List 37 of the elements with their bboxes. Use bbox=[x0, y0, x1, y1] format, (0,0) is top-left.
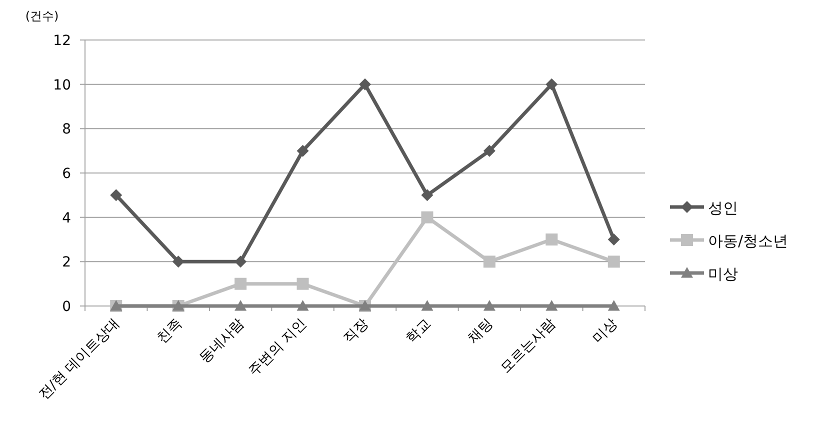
y-tick-label: 10 bbox=[53, 77, 71, 94]
y-tick-label: 2 bbox=[62, 254, 71, 271]
y-tick-label: 4 bbox=[62, 210, 72, 226]
point bbox=[546, 78, 558, 90]
point bbox=[296, 278, 309, 290]
point bbox=[296, 144, 309, 157]
point bbox=[421, 300, 434, 311]
point bbox=[608, 300, 620, 311]
x-tick-label: 학교 bbox=[402, 316, 434, 347]
point bbox=[546, 234, 558, 246]
point bbox=[359, 78, 371, 90]
point bbox=[421, 211, 434, 224]
point bbox=[421, 189, 434, 202]
y-tick-label: 12 bbox=[53, 33, 71, 49]
legend-label: 성인 bbox=[708, 199, 738, 217]
point bbox=[483, 256, 496, 268]
x-tick-label: 친족 bbox=[154, 316, 186, 347]
x-tick-label: 직장 bbox=[340, 316, 372, 347]
point bbox=[483, 300, 496, 311]
point bbox=[608, 256, 620, 268]
point bbox=[110, 189, 122, 202]
x-tick-label: 미상 bbox=[590, 316, 621, 347]
y-axis-title: (건수) bbox=[25, 9, 59, 23]
y-tick-label: 0 bbox=[62, 299, 71, 315]
legend-label: 미상 bbox=[708, 265, 738, 283]
point bbox=[234, 256, 247, 268]
point bbox=[172, 256, 184, 268]
point bbox=[296, 300, 309, 311]
point bbox=[234, 300, 247, 311]
y-tick-label: 8 bbox=[62, 122, 71, 138]
point bbox=[608, 234, 620, 246]
legend-label: 아동/청소년 bbox=[708, 232, 788, 250]
y-tick-label: 6 bbox=[62, 166, 72, 182]
x-tick-label: 채팅 bbox=[465, 316, 496, 347]
point bbox=[546, 300, 558, 311]
point bbox=[234, 278, 247, 290]
point bbox=[483, 144, 496, 157]
